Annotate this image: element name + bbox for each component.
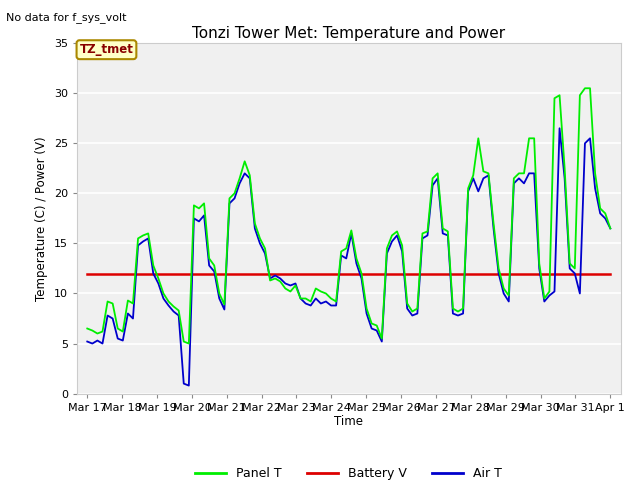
Y-axis label: Temperature (C) / Power (V): Temperature (C) / Power (V) xyxy=(35,136,48,300)
X-axis label: Time: Time xyxy=(334,415,364,429)
Title: Tonzi Tower Met: Temperature and Power: Tonzi Tower Met: Temperature and Power xyxy=(192,25,506,41)
Text: No data for f_sys_volt: No data for f_sys_volt xyxy=(6,12,127,23)
Text: TZ_tmet: TZ_tmet xyxy=(79,43,133,56)
Legend: Panel T, Battery V, Air T: Panel T, Battery V, Air T xyxy=(190,462,508,480)
